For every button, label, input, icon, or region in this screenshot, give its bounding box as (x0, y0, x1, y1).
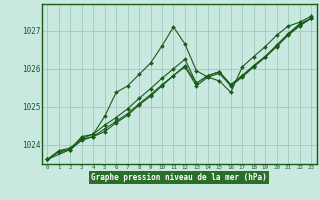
X-axis label: Graphe pression niveau de la mer (hPa): Graphe pression niveau de la mer (hPa) (91, 173, 267, 182)
